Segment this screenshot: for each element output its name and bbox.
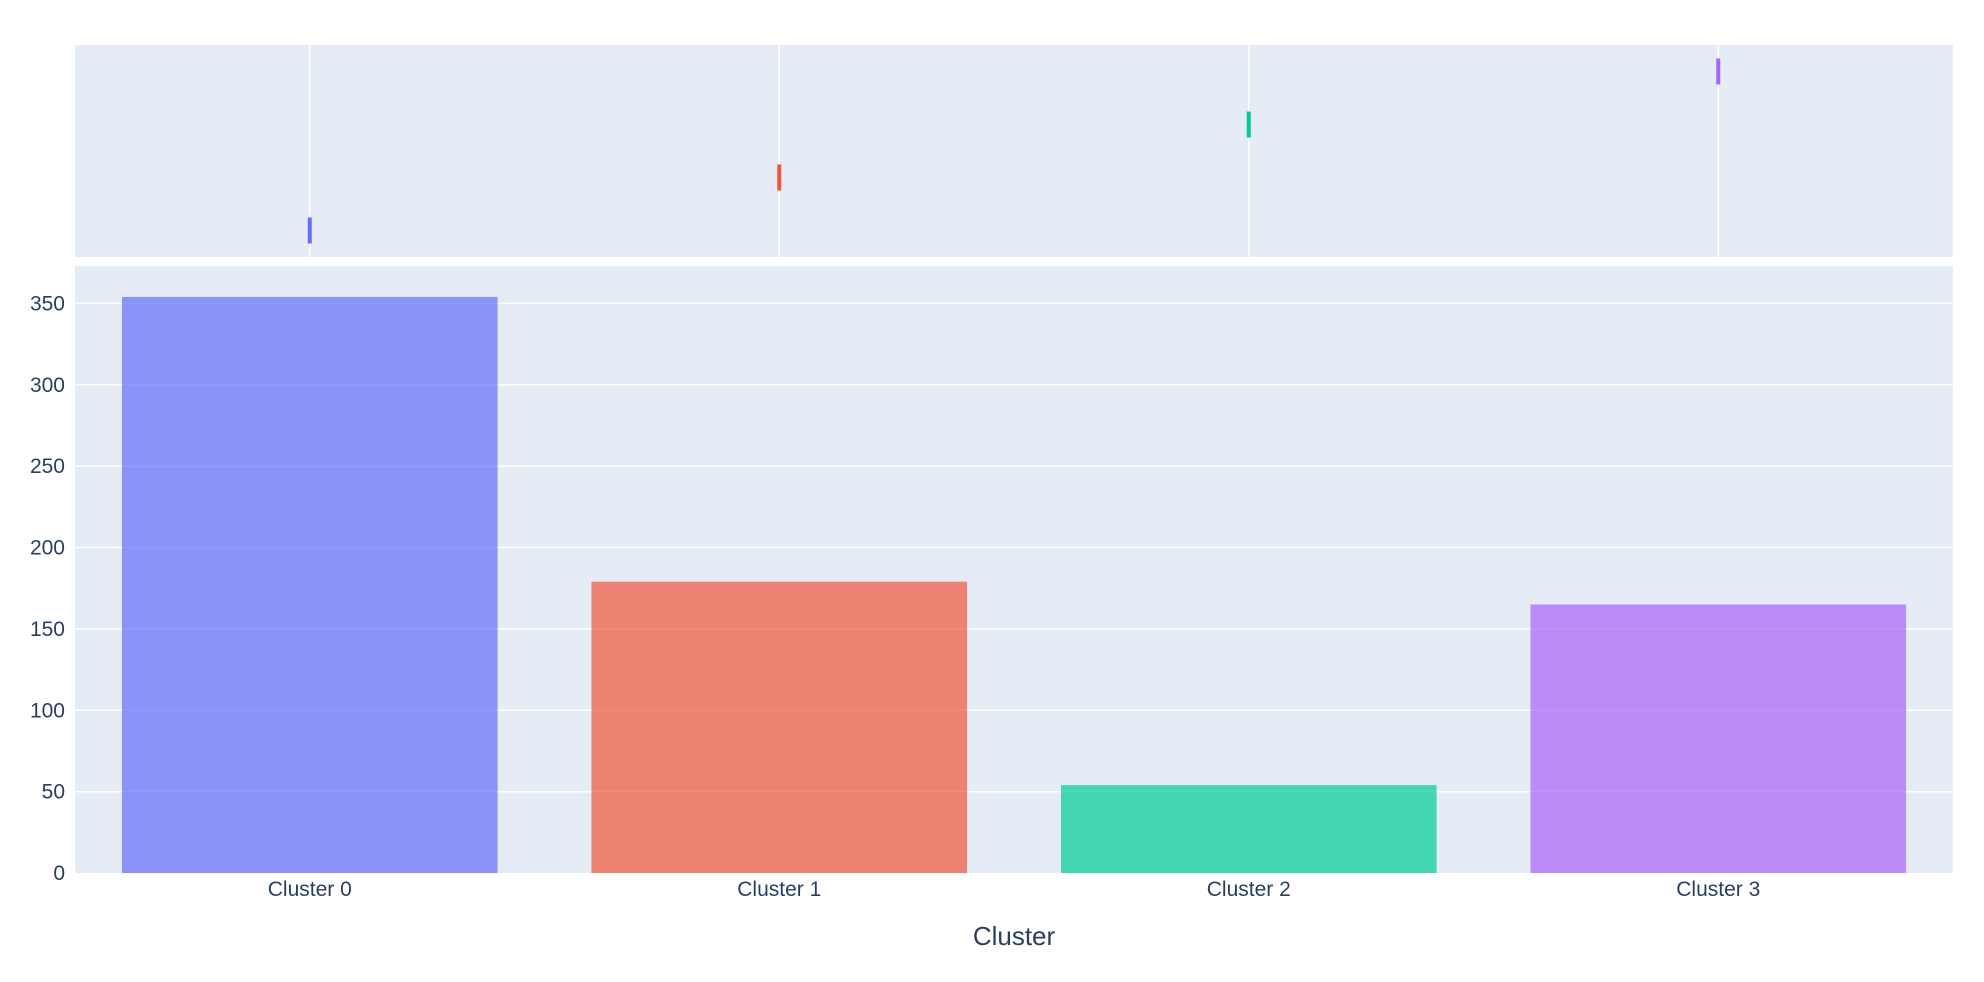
bar-cluster-0[interactable]	[121, 296, 498, 874]
bar-cluster-3[interactable]	[1530, 604, 1907, 873]
x-tick-label: Cluster 2	[1207, 878, 1291, 901]
bar-plot-panel: 0 50 100 150 200 250 300 350 Cluster 0 Cluster 1…	[30, 266, 1953, 951]
y-tick-label: 350	[30, 292, 65, 315]
y-tick-label: 300	[30, 374, 65, 397]
x-tick-label: Cluster 3	[1676, 878, 1760, 901]
rug-mark-cluster-3[interactable]	[1716, 58, 1721, 85]
y-tick-label: 0	[53, 862, 65, 885]
rug-mark-cluster-1[interactable]	[777, 164, 782, 191]
y-tick-label: 150	[30, 618, 65, 641]
rug-mark-cluster-0[interactable]	[307, 217, 312, 244]
x-axis-title: Cluster	[973, 921, 1056, 951]
marginal-plot-area	[75, 45, 1953, 257]
rug-mark-cluster-2[interactable]	[1246, 111, 1251, 138]
y-tick-label: 50	[42, 781, 65, 804]
y-tick-label: 250	[30, 455, 65, 478]
y-tick-label: 100	[30, 699, 65, 722]
bar-cluster-2[interactable]	[1060, 785, 1437, 873]
y-tick-label: 200	[30, 537, 65, 560]
marginal-rug-panel	[75, 45, 1953, 257]
x-tick-label: Cluster 1	[737, 878, 821, 901]
bar-cluster-1[interactable]	[591, 581, 968, 873]
x-tick-label: Cluster 0	[268, 878, 352, 901]
